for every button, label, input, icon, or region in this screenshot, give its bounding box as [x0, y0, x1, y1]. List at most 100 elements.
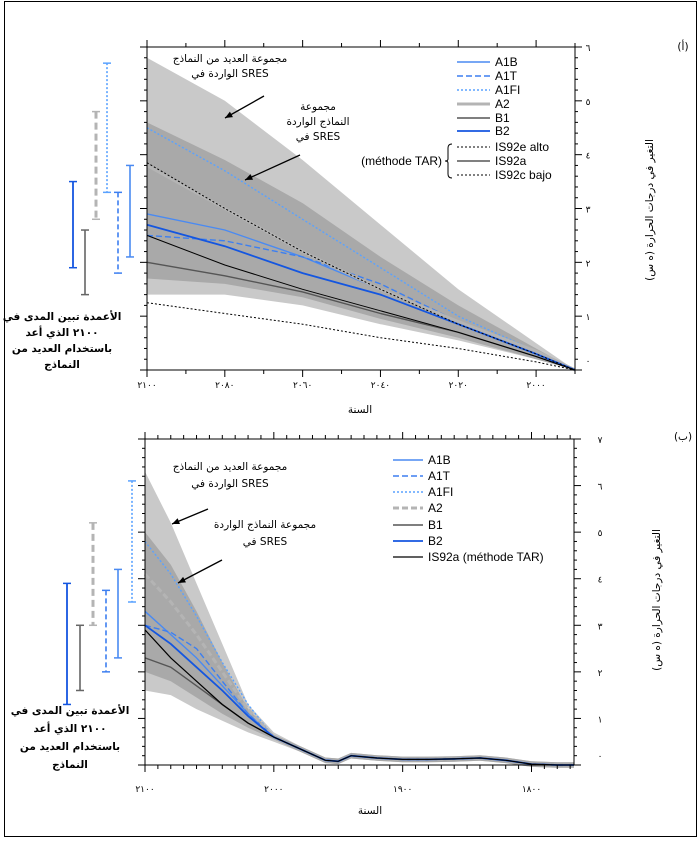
range-bar-b2: [63, 582, 71, 706]
x-tick-label: ٢٠٠٠: [264, 785, 283, 795]
annotation-bars-note: ٢١٠٠ الذي أعد: [33, 721, 106, 735]
legend-label: IS92a: [495, 154, 527, 168]
x-axis-title: السنة: [348, 404, 372, 416]
arrow-head: [178, 576, 186, 583]
range-bar-a1fi: [103, 62, 111, 194]
range-bar-a1t: [114, 191, 122, 274]
legend-label: B1: [428, 518, 443, 532]
x-tick-label: ٢٠٤٠: [371, 381, 390, 391]
annotation-bars-note: ٢١٠٠ الذي أعد: [25, 325, 98, 339]
arrow-head: [245, 174, 253, 180]
range-bar-a2: [89, 522, 97, 627]
y-tick-label: ٤: [598, 576, 603, 586]
envelope-inner: [147, 122, 575, 371]
arrow-shaft: [224, 95, 265, 119]
annotation-inner-range: النماذج الواردة: [286, 116, 349, 128]
figure-frame: [4, 1, 697, 837]
x-tick-label: ٢٠٦٠: [293, 381, 312, 391]
annotation-bars-note: الأعمدة تبين المدى في: [11, 704, 130, 717]
y-tick-label: ٢: [586, 259, 591, 269]
legend-group-brace: [444, 143, 453, 179]
range-bar-a1t: [102, 589, 110, 673]
chart-panel-a: ٢١٠٠ ٢٠٨٠ ٢٠٦٠ ٢٠٤٠ ٢٠٢٠ ٢٠٠٠ السنة ٠ ١ ٢ ٣ ٤ ٥ ٦ التغ…: [3, 39, 689, 416]
series-line-is92a-m-thode-tar-: [144, 629, 574, 766]
legend-label: B1: [495, 111, 510, 125]
x-tick-label: ٢٠٢٠: [449, 381, 468, 391]
annotation-bars-note: باستخدام العديد من: [12, 343, 112, 355]
y-axis-title: التغير في درجات الحرارة (ه س): [644, 139, 656, 281]
annotation-outer-range: مجموعة العديد من النماذج: [173, 461, 288, 473]
x-tick-label: ٢١٠٠: [135, 785, 154, 795]
legend-label: IS92e alto: [495, 140, 549, 154]
annotation-bars-note: باستخدام العديد من: [20, 741, 120, 753]
range-bar-a1fi: [128, 480, 136, 603]
y-tick-label: ٤: [586, 152, 591, 162]
legend-label: B2: [428, 534, 443, 548]
legend-label: A1B: [495, 55, 518, 69]
x-axis-title: السنة: [358, 805, 382, 817]
panel-label: (ب): [674, 431, 692, 443]
y-tick-label: ٦: [598, 483, 603, 493]
y-tick-label: ٥: [598, 529, 603, 539]
legend-label: A2: [428, 501, 443, 515]
y-axis-title: التغير في درجات الحرارة (ه س): [651, 529, 663, 671]
annotation-inner-range: في SRES: [296, 131, 341, 143]
x-tick-label: ٢٠٠٠: [526, 381, 545, 391]
y-tick-label: ٣: [598, 622, 603, 632]
arrow-outer-icon: [224, 95, 265, 119]
range-bar-b2: [69, 180, 77, 269]
arrow-head: [172, 518, 180, 525]
y-tick-label: ٥: [586, 98, 591, 108]
legend-label: A1T: [428, 469, 451, 483]
y-tick-label: ١: [586, 313, 591, 323]
y-tick-label: ٠: [598, 752, 603, 762]
legend-label: A1FI: [495, 83, 520, 97]
legend-group-label: (méthode TAR): [361, 154, 442, 168]
x-tick-label: ١٩٠٠: [393, 785, 412, 795]
legend-label: IS92a (méthode TAR): [428, 550, 544, 564]
annotation-inner-range: مجموعة النماذج الواردة: [214, 519, 316, 531]
annotation-bars-note: النماذج: [52, 759, 88, 771]
annotation-bars-note: الأعمدة تبين المدى في: [3, 310, 122, 323]
legend-label: A1B: [428, 453, 451, 467]
envelope-outer: [145, 471, 574, 768]
y-tick-label: ٣: [586, 206, 591, 216]
y-tick-label: ٦: [586, 44, 591, 54]
legend: A1B A1T A1FI A2 B1 B2 IS92a (méthode TAR): [393, 453, 544, 564]
series-line-is92a: [146, 234, 576, 371]
range-bar-a1b: [114, 568, 122, 659]
y-tick-label: ١: [598, 715, 603, 725]
annotation-outer-range: الواردة في SRES: [191, 68, 269, 80]
range-bar-a2: [92, 110, 100, 221]
series-line-is92e-alto: [146, 162, 576, 371]
annotation-outer-range: الواردة في SRES: [191, 478, 269, 490]
legend-label: B2: [495, 124, 510, 138]
arrow-head: [225, 111, 233, 118]
series-line-b2: [146, 223, 576, 371]
chart-panel-b: ٢١٠٠ ٢٠٠٠ ١٩٠٠ ١٨٠٠ السنة ٠ ١ ٢ ٣ ٤ ٥ ٦ ٧ التغير في د…: [11, 431, 692, 817]
legend-label: A1T: [495, 69, 518, 83]
arrow-shaft: [244, 154, 301, 181]
x-tick-label: ٢١٠٠: [137, 381, 156, 391]
y-tick-label: ٧: [598, 436, 603, 446]
series-line-is92c-bajo: [146, 302, 576, 371]
range-bar-b1: [81, 229, 89, 296]
range-bar-a1b: [126, 164, 134, 258]
envelope-inner: [145, 532, 574, 768]
arrow-shaft: [177, 559, 223, 584]
legend-label: IS92c bajo: [495, 168, 552, 182]
annotation-bars-note: النماذج: [44, 359, 80, 371]
legend-label: A1FI: [428, 485, 453, 499]
arrow-outer-icon: [171, 508, 209, 525]
y-tick-label: ٢: [598, 669, 603, 679]
panel-label: (أ): [677, 39, 688, 53]
arrow-inner-icon: [177, 559, 223, 584]
annotation-inner-range: مجموعة: [300, 101, 336, 113]
x-tick-label: ٢٠٨٠: [215, 381, 234, 391]
legend-label: A2: [495, 97, 510, 111]
y-tick-label: ٠: [586, 357, 591, 367]
arrow-inner-icon: [244, 154, 301, 181]
annotation-inner-range: في SRES: [243, 536, 288, 548]
